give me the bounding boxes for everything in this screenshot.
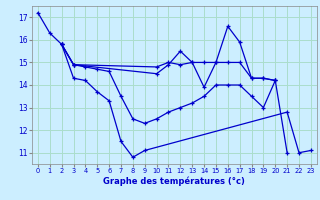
X-axis label: Graphe des températures (°c): Graphe des températures (°c) xyxy=(103,177,245,186)
